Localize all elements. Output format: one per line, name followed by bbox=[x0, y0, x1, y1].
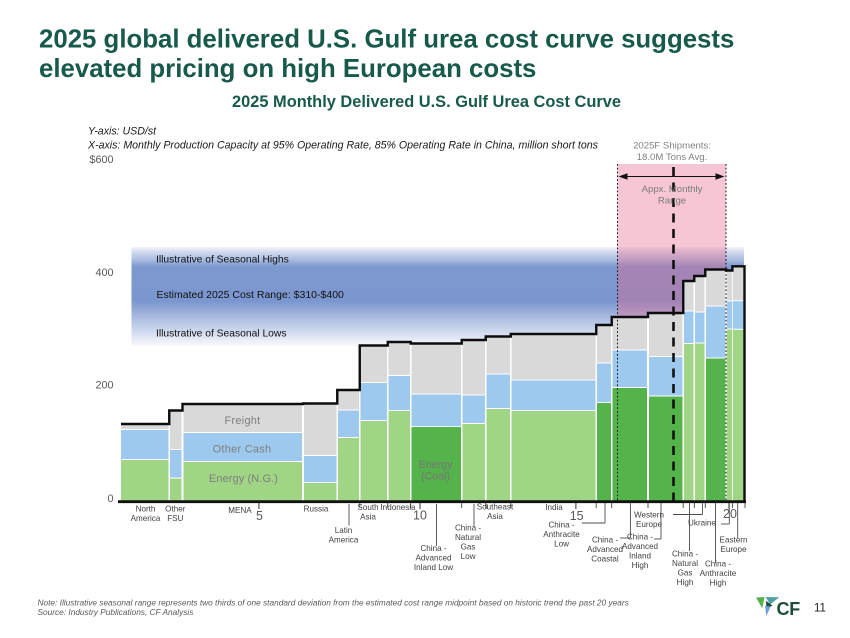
svg-text:Inland: Inland bbox=[629, 551, 651, 560]
svg-text:Note: Illustrative seasonal ra: Note: Illustrative seasonal range repres… bbox=[38, 598, 629, 608]
svg-text:China -: China - bbox=[705, 560, 731, 569]
svg-text:South: South bbox=[357, 503, 378, 512]
svg-text:Russia: Russia bbox=[304, 505, 329, 514]
svg-text:India: India bbox=[545, 503, 563, 512]
svg-text:Ukraine: Ukraine bbox=[688, 519, 716, 528]
svg-text:Coastal: Coastal bbox=[591, 554, 619, 563]
svg-text:Latin: Latin bbox=[335, 526, 353, 535]
svg-text:Y-axis: USD/st: Y-axis: USD/st bbox=[88, 126, 157, 138]
svg-text:Illustrative of Seasonal Highs: Illustrative of Seasonal Highs bbox=[156, 254, 289, 265]
svg-text:(Coal): (Coal) bbox=[421, 471, 450, 483]
svg-text:North: North bbox=[136, 505, 156, 514]
svg-text:China -: China - bbox=[592, 536, 618, 545]
svg-text:400: 400 bbox=[95, 267, 113, 279]
svg-text:High: High bbox=[710, 578, 727, 587]
svg-text:Low: Low bbox=[554, 539, 569, 548]
svg-text:10: 10 bbox=[413, 509, 427, 523]
svg-text:2025 Monthly Delivered U.S. Gu: 2025 Monthly Delivered U.S. Gulf Urea Co… bbox=[232, 93, 621, 111]
svg-text:Western: Western bbox=[634, 511, 664, 520]
svg-text:Illustrative of Seasonal Lows: Illustrative of Seasonal Lows bbox=[156, 328, 287, 339]
svg-text:Indonesia: Indonesia bbox=[380, 503, 416, 512]
svg-text:X-axis: Monthly Production Cap: X-axis: Monthly Production Capacity at 9… bbox=[87, 140, 599, 152]
svg-text:Europe: Europe bbox=[636, 520, 663, 529]
svg-text:MENA: MENA bbox=[228, 506, 252, 515]
svg-text:0: 0 bbox=[107, 493, 113, 505]
svg-text:America: America bbox=[329, 535, 359, 544]
svg-text:Anthracite: Anthracite bbox=[543, 530, 580, 539]
svg-text:Asia: Asia bbox=[487, 512, 503, 521]
svg-text:Source: Industry Publications,: Source: Industry Publications, CF Analys… bbox=[38, 607, 194, 617]
svg-text:Freight: Freight bbox=[225, 415, 261, 427]
svg-text:Advanced: Advanced bbox=[416, 554, 452, 563]
svg-text:Other Cash: Other Cash bbox=[213, 443, 272, 455]
svg-text:Eastern: Eastern bbox=[720, 536, 748, 545]
svg-text:Energy (N.G.): Energy (N.G.) bbox=[209, 473, 278, 485]
svg-text:CF: CF bbox=[777, 599, 801, 619]
svg-text:Gas: Gas bbox=[678, 568, 693, 577]
svg-text:2025F Shipments:: 2025F Shipments: bbox=[633, 140, 711, 151]
svg-text:Gas: Gas bbox=[461, 542, 476, 551]
svg-text:Estimated 2025 Cost Range: $31: Estimated 2025 Cost Range: $310-$400 bbox=[157, 289, 345, 301]
svg-text:America: America bbox=[131, 514, 161, 523]
svg-text:Asia: Asia bbox=[360, 512, 376, 521]
svg-text:Appx. Monthly: Appx. Monthly bbox=[642, 184, 703, 195]
svg-text:China -: China - bbox=[420, 544, 446, 553]
svg-text:5: 5 bbox=[256, 509, 263, 523]
svg-text:11: 11 bbox=[814, 603, 826, 615]
svg-text:China -: China - bbox=[627, 533, 653, 542]
svg-text:Southeast: Southeast bbox=[477, 503, 514, 512]
svg-text:20: 20 bbox=[723, 507, 737, 521]
svg-text:Natural: Natural bbox=[455, 533, 481, 542]
svg-text:18.0M Tons Avg.: 18.0M Tons Avg. bbox=[637, 152, 708, 163]
svg-text:Inland Low: Inland Low bbox=[414, 563, 453, 572]
svg-text:Natural: Natural bbox=[672, 559, 698, 568]
svg-text:China -: China - bbox=[455, 524, 481, 533]
svg-text:elevated pricing on high Europ: elevated pricing on high European costs bbox=[39, 55, 536, 83]
svg-text:Energy: Energy bbox=[419, 459, 454, 471]
svg-text:FSU: FSU bbox=[167, 514, 183, 523]
svg-text:Advanced: Advanced bbox=[587, 545, 623, 554]
svg-text:15: 15 bbox=[570, 509, 584, 523]
svg-text:200: 200 bbox=[95, 380, 113, 392]
svg-text:Advanced: Advanced bbox=[622, 542, 658, 551]
svg-text:High: High bbox=[677, 578, 694, 587]
svg-text:China -: China - bbox=[548, 521, 574, 530]
svg-text:China -: China - bbox=[672, 550, 698, 559]
svg-text:Range: Range bbox=[658, 196, 686, 207]
svg-text:Anthracite: Anthracite bbox=[700, 569, 737, 578]
svg-text:2025 global delivered U.S. Gul: 2025 global delivered U.S. Gulf urea cos… bbox=[39, 25, 734, 53]
svg-text:Other: Other bbox=[165, 505, 186, 514]
svg-text:$600: $600 bbox=[89, 154, 113, 166]
svg-text:High: High bbox=[632, 561, 649, 570]
svg-text:Low: Low bbox=[461, 552, 476, 561]
svg-text:Europe: Europe bbox=[720, 545, 747, 554]
